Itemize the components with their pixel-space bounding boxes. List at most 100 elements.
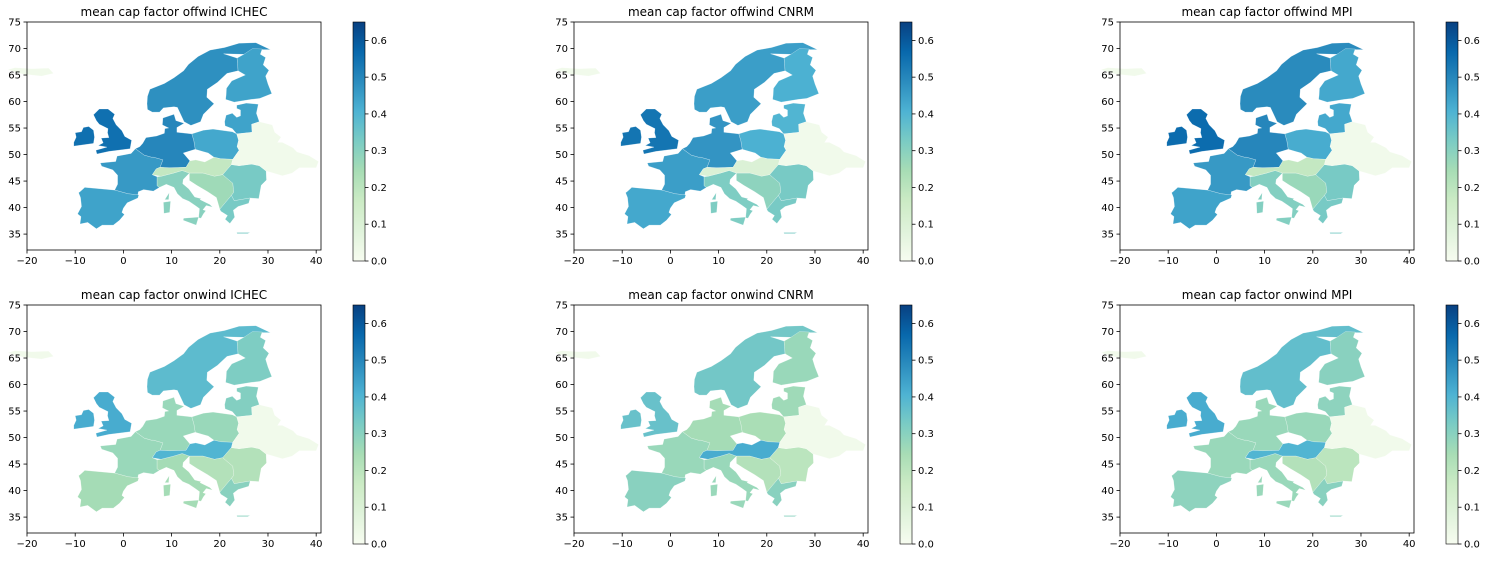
- x-tick-label: 30: [262, 539, 275, 550]
- region-finland: [772, 331, 820, 386]
- y-tick-label: 50: [555, 433, 568, 444]
- region-greece: [1312, 195, 1344, 224]
- y-tick-label: 35: [555, 230, 568, 241]
- colorbar-tick-label: 0.0: [918, 540, 934, 551]
- x-tick-label: 40: [1403, 539, 1416, 550]
- panel-title: mean cap factor onwind MPI: [1182, 288, 1352, 302]
- colorbar-tick-label: 0.5: [1464, 73, 1480, 84]
- x-tick-label: −20: [1109, 256, 1130, 267]
- x-tick-label: 30: [1355, 539, 1368, 550]
- region-eastern: [778, 121, 866, 177]
- y-tick-label: 65: [555, 354, 568, 365]
- region-finland: [225, 48, 273, 103]
- colorbar: [352, 21, 366, 262]
- x-tick-label: 20: [213, 539, 226, 550]
- region-greece: [1329, 232, 1344, 234]
- region-greece: [1329, 515, 1344, 517]
- x-tick-label: 20: [1306, 256, 1319, 267]
- x-tick-label: 10: [712, 539, 725, 550]
- colorbar: [352, 304, 366, 545]
- map-panel-onwind-cnrm: mean cap factor onwind CNRM −20 −10 0 10 20 30…: [553, 288, 934, 551]
- region-italy: [156, 170, 213, 219]
- region-uk-ie: [73, 126, 95, 147]
- colorbar-tick-label: 0.0: [371, 540, 387, 551]
- region-italy: [711, 192, 717, 200]
- region-greece: [236, 232, 251, 234]
- colorbar-tick-label: 0.4: [371, 109, 387, 120]
- colorbar-tick-label: 0.5: [918, 356, 934, 367]
- y-tick-label: 35: [8, 513, 21, 524]
- x-tick-label: 30: [262, 256, 275, 267]
- panel-title: mean cap factor onwind ICHEC: [81, 288, 267, 302]
- y-tick-label: 75: [1101, 18, 1114, 29]
- x-tick-label: 10: [165, 539, 178, 550]
- x-tick-label: −20: [16, 256, 37, 267]
- region-iceland: [1099, 67, 1147, 77]
- y-tick-label: 55: [1101, 124, 1114, 135]
- x-tick-label: 20: [760, 539, 773, 550]
- colorbar-tick-label: 0.5: [371, 73, 387, 84]
- y-tick-label: 60: [1101, 380, 1114, 391]
- x-tick-label: −10: [612, 256, 633, 267]
- y-tick-label: 70: [8, 44, 21, 55]
- y-tick-label: 75: [1101, 301, 1114, 312]
- y-tick-label: 40: [8, 486, 21, 497]
- colorbar-tick-label: 0.3: [918, 429, 934, 440]
- y-tick-label: 70: [1101, 44, 1114, 55]
- region-layer: [1099, 42, 1412, 234]
- region-finland: [772, 48, 820, 103]
- colorbar-tick-label: 0.0: [371, 257, 387, 268]
- colorbar-tick-label: 0.3: [371, 429, 387, 440]
- region-eastern: [778, 404, 866, 460]
- y-tick-label: 70: [8, 327, 21, 338]
- region-greece: [766, 478, 798, 507]
- region-italy: [182, 499, 199, 509]
- y-tick-label: 50: [555, 150, 568, 161]
- y-tick-label: 50: [1101, 433, 1114, 444]
- colorbar-tick-label: 0.1: [918, 503, 934, 514]
- region-italy: [710, 483, 718, 497]
- y-tick-label: 65: [1101, 354, 1114, 365]
- colorbar-tick-label: 0.0: [918, 257, 934, 268]
- region-italy: [1257, 475, 1263, 483]
- region-uk-ie: [93, 391, 132, 438]
- x-tick-label: −20: [16, 539, 37, 550]
- region-greece: [783, 232, 798, 234]
- region-italy: [182, 216, 199, 226]
- region-layer: [553, 325, 866, 517]
- y-tick-label: 60: [8, 380, 21, 391]
- y-tick-label: 55: [555, 124, 568, 135]
- x-tick-label: 40: [1403, 256, 1416, 267]
- y-tick-label: 50: [8, 150, 21, 161]
- region-baltics: [224, 102, 260, 135]
- colorbar-tick-label: 0.2: [371, 466, 387, 477]
- colorbar-tick-label: 0.4: [918, 109, 934, 120]
- y-tick-label: 55: [8, 124, 21, 135]
- region-finland: [1318, 48, 1366, 103]
- map-panel-offwind-cnrm: mean cap factor offwind CNRM −20 −10 0 10 20 3…: [553, 5, 934, 268]
- axes-frame: [573, 304, 869, 534]
- y-tick-label: 75: [555, 301, 568, 312]
- region-uk-ie: [620, 409, 642, 430]
- y-tick-label: 35: [8, 230, 21, 241]
- x-tick-label: 40: [310, 539, 323, 550]
- colorbar-tick-label: 0.6: [918, 36, 934, 47]
- colorbar: [899, 304, 913, 545]
- region-baltics: [771, 102, 807, 135]
- region-greece: [766, 195, 798, 224]
- colorbar-tick-label: 0.4: [918, 392, 934, 403]
- colorbar-tick-label: 0.4: [1464, 109, 1480, 120]
- y-tick-label: 65: [8, 71, 21, 82]
- region-scandinavia: [146, 325, 271, 409]
- colorbar-tick-label: 0.1: [1464, 220, 1480, 231]
- region-layer: [6, 325, 319, 517]
- region-greece: [1312, 478, 1344, 507]
- region-iceland: [1099, 350, 1147, 360]
- region-iberia: [77, 470, 140, 513]
- y-tick-label: 60: [555, 97, 568, 108]
- x-tick-label: −10: [1158, 256, 1179, 267]
- colorbar-tick-label: 0.0: [1464, 257, 1480, 268]
- colorbar-tick-label: 0.0: [1464, 540, 1480, 551]
- map-panel-offwind-ichec: mean cap factor offwind ICHEC −20 −10 0 10 20…: [6, 5, 387, 268]
